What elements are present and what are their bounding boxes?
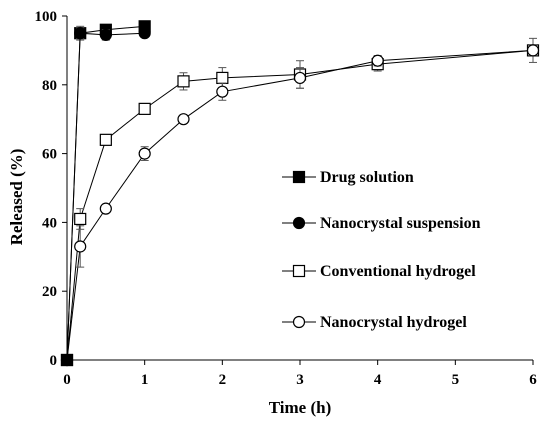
series-line [66, 32, 145, 361]
data-point [99, 202, 112, 215]
series-3 [60, 44, 540, 367]
legend-marker [292, 216, 306, 230]
series-1 [60, 27, 151, 367]
y-tick-label: 0 [50, 353, 58, 369]
data-point [216, 85, 229, 98]
data-point [177, 75, 190, 88]
data-point [60, 353, 74, 367]
legend-item-1: Nanocrystal suspension [282, 215, 481, 232]
x-tick-label: 1 [141, 372, 149, 388]
legend-marker [292, 170, 306, 184]
x-axis-title: Time (h) [269, 398, 332, 417]
data-point [138, 27, 151, 40]
x-tick-label: 4 [374, 372, 382, 388]
data-point [216, 71, 229, 85]
data-point [99, 133, 112, 146]
x-tick-label: 2 [219, 372, 227, 388]
legend-label: Conventional hydrogel [320, 263, 476, 280]
y-axis-title: Released (%) [7, 149, 26, 246]
legend-marker [292, 264, 306, 278]
y-tick-label: 80 [42, 78, 57, 94]
y-tick-label: 60 [42, 147, 57, 163]
legend-marker [292, 315, 306, 329]
data-point [74, 212, 87, 226]
legend-item-0: Drug solution [282, 169, 414, 186]
legend-label: Nanocrystal hydrogel [320, 314, 467, 331]
x-tick-label: 5 [452, 372, 460, 388]
legend-item-2: Conventional hydrogel [282, 263, 476, 280]
legend-item-3: Nanocrystal hydrogel [282, 314, 467, 331]
y-tick-label: 20 [42, 284, 57, 300]
data-point [99, 28, 112, 42]
data-point [74, 27, 87, 40]
series-layer [60, 20, 540, 367]
x-tick-label: 0 [63, 372, 71, 388]
data-point [177, 113, 190, 126]
data-point [138, 102, 151, 115]
legend-label: Drug solution [320, 169, 414, 186]
data-point [138, 147, 151, 160]
x-tick-label: 3 [296, 372, 304, 388]
data-point [526, 44, 540, 57]
data-point [371, 54, 384, 67]
series-0 [60, 20, 151, 367]
data-point [293, 71, 307, 85]
y-tick-label: 40 [42, 215, 57, 231]
legend: Drug solution Nanocrystal suspension Conve… [282, 169, 481, 331]
data-point [74, 240, 87, 253]
legend-label: Nanocrystal suspension [320, 215, 481, 232]
y-tick-label: 100 [35, 9, 58, 25]
x-tick-label: 6 [529, 372, 537, 388]
